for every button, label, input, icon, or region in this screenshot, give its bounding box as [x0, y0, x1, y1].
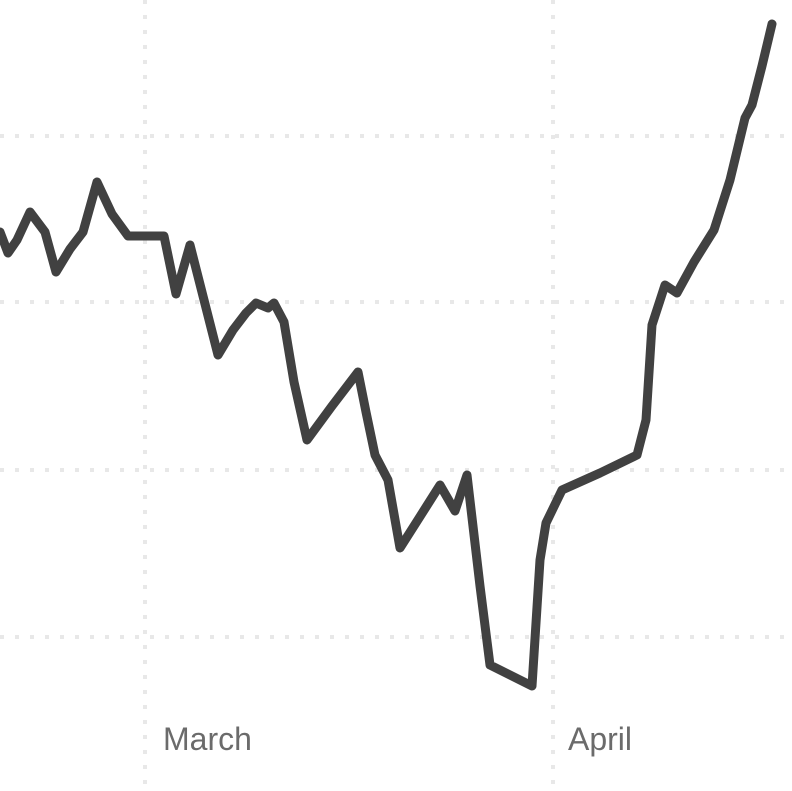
horizontal-gridlines	[0, 134, 792, 639]
x-axis-tick-label: March	[163, 721, 252, 757]
x-axis-tick-labels: March April	[163, 721, 632, 757]
series-group	[0, 19, 777, 691]
vertical-gridlines	[143, 0, 555, 791]
x-axis-tick-label: April	[568, 721, 632, 757]
data-line-series-value	[0, 19, 777, 691]
